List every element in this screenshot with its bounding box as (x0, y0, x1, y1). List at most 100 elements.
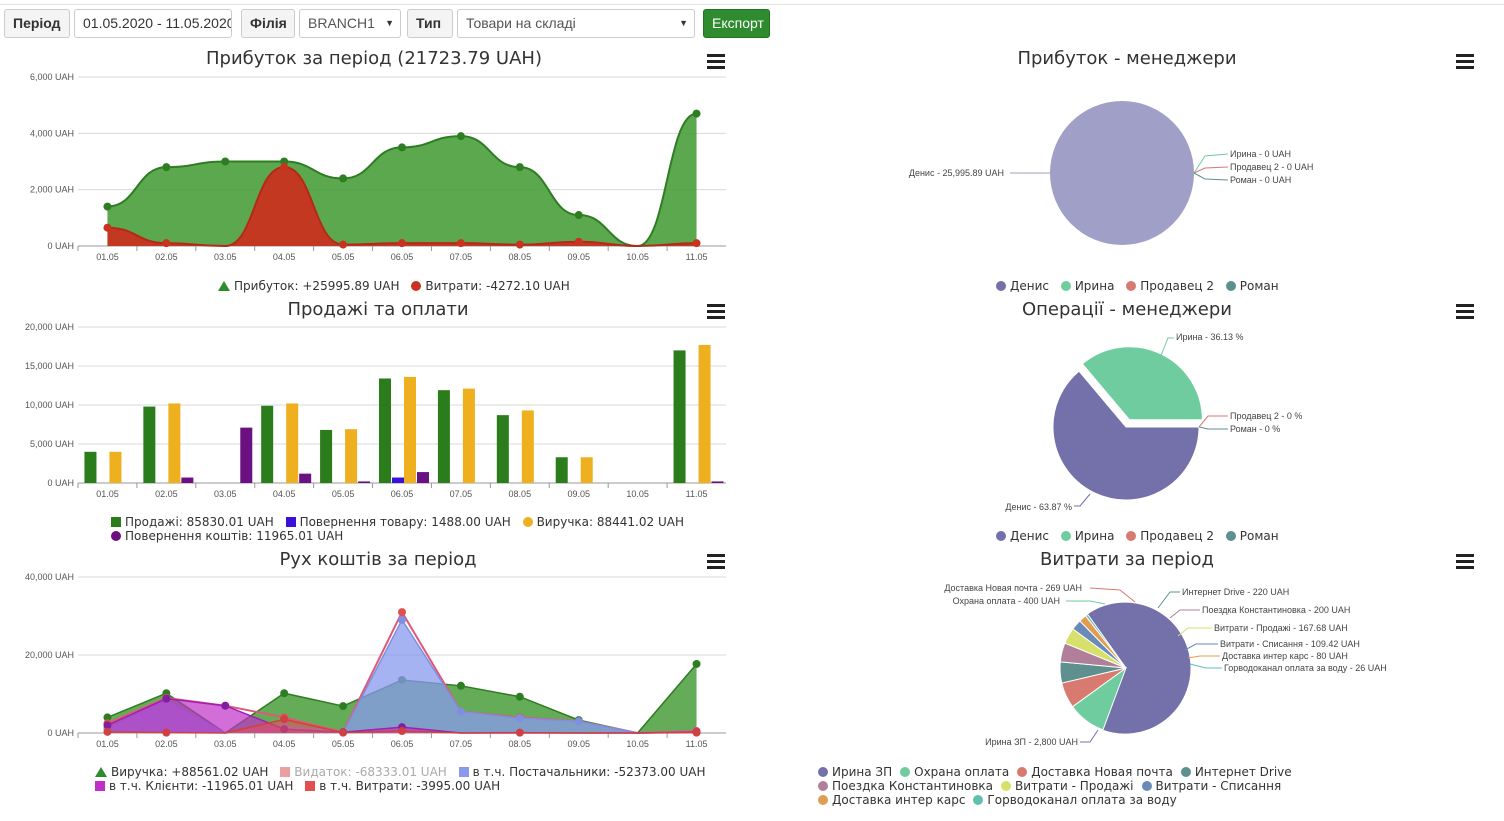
legend-item-returns-goods[interactable]: Повернення товару: 1488.00 UAH (285, 515, 511, 529)
bar (358, 481, 371, 483)
menu-icon[interactable] (1456, 304, 1474, 320)
menu-icon[interactable] (707, 54, 725, 70)
menu-icon[interactable] (707, 304, 725, 320)
data-label: Роман - 0 % (1230, 424, 1280, 434)
legend-item[interactable]: Ирина ЗП (818, 765, 892, 779)
cash-chart-title: Рух коштів за період (279, 549, 477, 570)
y-tick-label: 20,000 UAH (25, 650, 74, 660)
legend-item[interactable]: Ирина (1060, 529, 1114, 543)
circle-icon (818, 795, 828, 805)
legend-item[interactable]: Денис (996, 279, 1049, 293)
legend-item-profit[interactable]: Прибуток: +25995.89 UAH (218, 279, 400, 293)
connector-line (1184, 643, 1218, 651)
legend-item[interactable]: Продавец 2 (1126, 529, 1214, 543)
pie-slice (1052, 370, 1200, 501)
data-point (398, 143, 406, 152)
legend-item[interactable]: Доставка Новая почта (1017, 765, 1173, 779)
cash-chart-plot: 40,000 UAH 20,000 UAH 0 UAH 01.05 02.05 03.05… (25, 572, 726, 749)
branch-select[interactable]: BRANCH1 ▼ (299, 9, 401, 38)
x-tick-label: 10.05 (626, 252, 649, 262)
connector-line (1074, 493, 1091, 507)
legend-item-sales[interactable]: Продажі: 85830.01 UAH (111, 515, 274, 529)
x-tick-label: 06.05 (391, 489, 414, 499)
circle-icon (996, 281, 1006, 291)
bar (299, 473, 312, 483)
pie-slice (1084, 613, 1127, 669)
bar (392, 477, 404, 483)
legend-item-outflow[interactable]: Видаток: -68333.01 UAH (280, 765, 447, 779)
export-button[interactable]: Експорт (703, 9, 770, 38)
y-tick-label: 0 UAH (47, 728, 74, 738)
data-label: Интернет Drive - 220 UAH (1182, 587, 1289, 597)
data-point (103, 223, 112, 232)
circle-icon (1126, 281, 1137, 291)
x-tick-label: 07.05 (450, 252, 473, 262)
pie-ops-plot: Ирина - 36.13 % Продавец 2 - 0 % Роман - 0… (1005, 332, 1302, 512)
legend-item[interactable]: Горводоканал оплата за воду (973, 793, 1177, 807)
legend-item-revenue[interactable]: Виручка: +88561.02 UAH (95, 765, 268, 779)
data-point (456, 681, 465, 690)
x-tick-label: 02.05 (155, 739, 178, 749)
legend-item-revenue[interactable]: Виручка: 88441.02 UAH (522, 515, 684, 529)
type-select-value: Товари на складі (466, 15, 576, 31)
chevron-down-icon: ▼ (385, 18, 394, 28)
y-tick-label: 0 UAH (47, 478, 74, 488)
menu-icon[interactable] (707, 554, 725, 570)
legend-item[interactable]: Роман (1225, 529, 1279, 543)
legend-item[interactable]: Продавец 2 (1126, 279, 1214, 293)
area-4 (107, 719, 697, 733)
x-tick-label: 05.05 (332, 739, 355, 749)
legend-item[interactable]: Витрати - Продажі (1001, 779, 1134, 793)
legend-item[interactable]: Доставка интер карс (818, 793, 965, 807)
legend-item[interactable]: Роман (1225, 279, 1279, 293)
data-point (162, 163, 171, 172)
x-tick-label: 08.05 (509, 489, 532, 499)
circle-icon (1001, 781, 1011, 791)
pie-expenses-plot: Доставка Новая почта - 269 UAH Охрана опл… (944, 583, 1386, 747)
legend-label: Витрати - Продажі (1015, 779, 1134, 793)
data-label: Денис - 63.87 % (1005, 502, 1072, 512)
y-tick-label: 2,000 UAH (30, 185, 74, 195)
x-tick-label: 04.05 (273, 489, 296, 499)
circle-icon (818, 767, 828, 777)
data-point (280, 715, 289, 724)
type-select[interactable]: Товари на складі ▼ (457, 9, 695, 38)
legend-item[interactable]: Интернет Drive (1180, 765, 1292, 779)
data-point (280, 689, 289, 698)
x-tick-label: 01.05 (96, 252, 119, 262)
legend-item[interactable]: Ирина (1060, 279, 1114, 293)
legend-item-returns-money[interactable]: Повернення коштів: 11965.01 UAH (111, 529, 343, 543)
square-icon (280, 767, 291, 777)
legend-item[interactable]: Витрати - Списання (1141, 779, 1281, 793)
circle-icon (900, 767, 911, 777)
legend-item-clients[interactable]: в т.ч. Клієнти: -11965.01 UAH (95, 779, 293, 793)
x-tick-label: 01.05 (96, 489, 119, 499)
data-label: Охрана оплата - 400 UAH (953, 596, 1060, 606)
circle-icon (1141, 781, 1152, 791)
menu-icon[interactable] (1456, 554, 1474, 570)
legend-item-suppliers[interactable]: в т.ч. Постачальники: -52373.00 UAH (458, 765, 706, 779)
y-tick-label: 10,000 UAH (25, 400, 74, 410)
data-label: Продавец 2 - 0 % (1230, 411, 1302, 421)
period-input[interactable]: 01.05.2020 - 11.05.2020 (74, 9, 232, 38)
profit-chart: Прибуток за період (21723.79 UAH) 6,000 … (0, 46, 740, 296)
data-point (162, 694, 171, 703)
bar (711, 481, 724, 483)
circle-icon (1225, 281, 1236, 291)
area-2 (107, 619, 697, 733)
menu-icon[interactable] (1456, 54, 1474, 70)
circle-icon (818, 781, 828, 791)
x-tick-label: 06.05 (391, 252, 414, 262)
circle-icon (111, 531, 121, 541)
bar (496, 415, 509, 483)
data-point (103, 202, 112, 211)
x-tick-label: 03.05 (214, 489, 237, 499)
data-point (574, 717, 583, 726)
legend-item[interactable]: Охрана оплата (900, 765, 1009, 779)
legend-item[interactable]: Поездка Константиновка (818, 779, 993, 793)
x-tick-label: 08.05 (509, 739, 532, 749)
legend-item[interactable]: Денис (996, 529, 1049, 543)
circle-icon (1060, 281, 1071, 291)
legend-item-expenses[interactable]: Витрати: -4272.10 UAH (411, 279, 570, 293)
legend-item-expenses[interactable]: в т.ч. Витрати: -3995.00 UAH (305, 779, 500, 793)
